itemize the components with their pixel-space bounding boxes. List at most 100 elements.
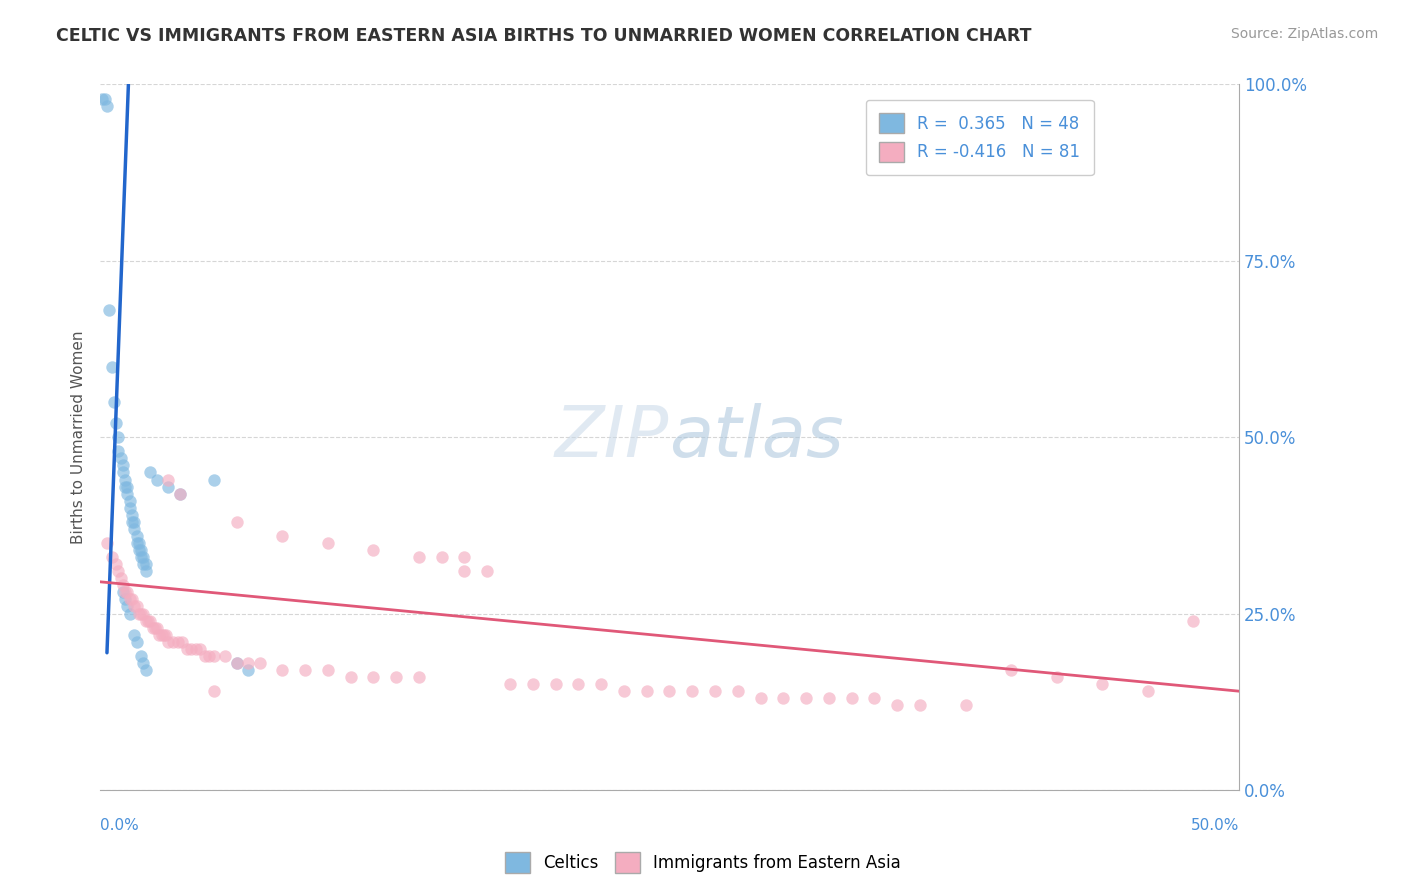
Point — [132, 607, 155, 621]
Point — [477, 564, 499, 578]
Point — [658, 684, 681, 698]
Point — [172, 634, 194, 648]
Point — [125, 529, 148, 543]
Point — [162, 634, 184, 648]
Point — [128, 543, 150, 558]
Point — [202, 684, 225, 698]
Point — [124, 522, 146, 536]
Point — [128, 536, 150, 550]
Point — [125, 634, 148, 648]
Point — [148, 628, 170, 642]
Y-axis label: Births to Unmarried Women: Births to Unmarried Women — [72, 330, 86, 544]
Point — [132, 550, 155, 565]
Text: Source: ZipAtlas.com: Source: ZipAtlas.com — [1230, 27, 1378, 41]
Point — [202, 648, 225, 663]
Point — [107, 444, 129, 458]
Point — [613, 684, 636, 698]
Point — [135, 614, 157, 628]
Point — [225, 515, 247, 529]
Point — [176, 641, 198, 656]
Point — [188, 641, 211, 656]
Text: CELTIC VS IMMIGRANTS FROM EASTERN ASIA BIRTHS TO UNMARRIED WOMEN CORRELATION CHA: CELTIC VS IMMIGRANTS FROM EASTERN ASIA B… — [56, 27, 1032, 45]
Point — [125, 536, 148, 550]
Point — [107, 430, 129, 444]
Point — [704, 684, 727, 698]
Point — [132, 656, 155, 670]
Point — [111, 458, 134, 473]
Point — [135, 564, 157, 578]
Point — [117, 486, 139, 500]
Point — [128, 607, 150, 621]
Point — [105, 557, 128, 571]
Point — [408, 670, 430, 684]
Point — [132, 557, 155, 571]
Point — [118, 592, 141, 607]
Point — [727, 684, 749, 698]
Point — [111, 578, 134, 592]
Point — [96, 98, 118, 112]
Point — [135, 663, 157, 677]
Point — [184, 641, 207, 656]
Point — [139, 466, 162, 480]
Point — [100, 550, 122, 565]
Point — [155, 628, 177, 642]
Point — [117, 479, 139, 493]
Point — [818, 691, 841, 706]
Point — [124, 599, 146, 614]
Point — [249, 656, 271, 670]
Point — [136, 614, 159, 628]
Point — [150, 628, 173, 642]
Point — [681, 684, 703, 698]
Text: atlas: atlas — [669, 402, 844, 472]
Point — [841, 691, 863, 706]
Point — [153, 628, 176, 642]
Point — [225, 656, 247, 670]
Point — [385, 670, 408, 684]
Point — [111, 585, 134, 599]
Point — [157, 473, 180, 487]
Point — [117, 599, 139, 614]
Point — [198, 648, 221, 663]
Point — [236, 663, 259, 677]
Point — [114, 479, 136, 493]
Point — [316, 536, 339, 550]
Point — [636, 684, 658, 698]
Point — [139, 614, 162, 628]
Point — [271, 529, 294, 543]
Point — [129, 607, 152, 621]
Point — [111, 466, 134, 480]
Point — [194, 648, 217, 663]
Point — [1000, 663, 1022, 677]
Point — [129, 543, 152, 558]
Point — [96, 536, 118, 550]
Point — [363, 543, 385, 558]
Point — [107, 564, 129, 578]
Point — [100, 359, 122, 374]
Point — [114, 473, 136, 487]
Point — [157, 634, 180, 648]
Point — [114, 592, 136, 607]
Point — [294, 663, 316, 677]
Point — [453, 564, 475, 578]
Point — [146, 473, 169, 487]
Point — [98, 303, 121, 318]
Point — [544, 677, 567, 691]
Point — [169, 486, 191, 500]
Point — [129, 648, 152, 663]
Point — [408, 550, 430, 565]
Point — [146, 621, 169, 635]
Point — [141, 621, 163, 635]
Point — [749, 691, 772, 706]
Point — [1091, 677, 1114, 691]
Text: 0.0%: 0.0% — [100, 818, 139, 833]
Point — [105, 416, 128, 430]
Point — [202, 473, 225, 487]
Legend: R =  0.365   N = 48, R = -0.416   N = 81: R = 0.365 N = 48, R = -0.416 N = 81 — [866, 100, 1094, 176]
Point — [118, 607, 141, 621]
Point — [591, 677, 613, 691]
Text: ZIP: ZIP — [555, 402, 669, 472]
Point — [316, 663, 339, 677]
Point — [863, 691, 886, 706]
Point — [110, 571, 132, 585]
Point — [339, 670, 361, 684]
